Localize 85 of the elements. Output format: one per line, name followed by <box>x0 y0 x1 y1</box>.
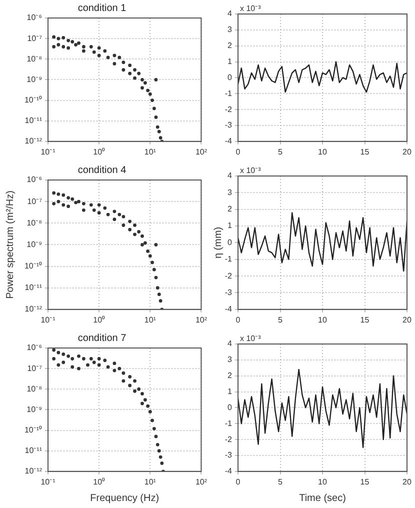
x-tick-label: 0 <box>236 315 241 324</box>
x-tick-label: 20 <box>402 477 412 486</box>
x-tick-label: 10¹ <box>144 477 156 486</box>
x-tick-label: 10⁰ <box>93 477 106 486</box>
x-tick-label: 10⁻¹ <box>40 147 56 156</box>
chart-title: condition 4 <box>78 164 127 176</box>
x-tick-label: 0 <box>236 477 241 486</box>
x-tick-label: 15 <box>360 315 370 324</box>
x-tick-label: 10⁰ <box>93 315 106 324</box>
y-tick-label: 4 <box>228 9 233 18</box>
x-tick-label: 20 <box>402 147 412 156</box>
x-tick-label: 15 <box>360 147 370 156</box>
x-tick-label: 10² <box>195 147 208 156</box>
y-tick-label: 1 <box>228 221 233 230</box>
y-tick-label: -4 <box>224 466 233 476</box>
x-tick-label: 10 <box>318 147 328 156</box>
y-tick-label: 2 <box>228 371 233 380</box>
y-tick-label: 0 <box>228 238 233 247</box>
y-axis-title: η (mm) <box>212 226 224 259</box>
y-tick-label: 2 <box>228 204 233 214</box>
y-tick-label: 10⁻⁷ <box>27 34 42 43</box>
y-tick-label: 2 <box>228 41 233 50</box>
y-tick-label: -1 <box>224 254 233 264</box>
y-tick-label: 1 <box>228 386 233 396</box>
y-tick-label: 10⁻⁸ <box>26 218 42 228</box>
y-tick-label: -1 <box>224 418 233 428</box>
y-tick-label: 10⁻¹¹ <box>24 116 42 126</box>
y-tick-label: 10⁻⁷ <box>27 364 42 373</box>
x-tick-label: 20 <box>402 315 412 324</box>
x-tick-label: 15 <box>360 477 370 486</box>
x-tick-label: 10² <box>195 315 208 324</box>
text: x 10⁻³ <box>240 166 262 176</box>
y-tick-label: 10⁻⁸ <box>26 54 42 64</box>
x-tick-label: 10⁻¹ <box>40 315 56 324</box>
y-tick-label: -3 <box>224 120 233 130</box>
x-axis-title: Frequency (Hz) <box>90 492 160 504</box>
y-tick-label: 0 <box>228 402 233 412</box>
y-tick-label: 10⁻¹⁰ <box>24 95 42 104</box>
y-tick-label: 10⁻¹¹ <box>24 446 42 456</box>
y-tick-label: 0 <box>228 72 233 82</box>
text: x 10⁻³ <box>240 4 262 14</box>
y-tick-label: 4 <box>228 339 233 348</box>
chart-title: condition 7 <box>78 332 127 344</box>
x-tick-label: 10 <box>318 477 328 486</box>
y-tick-label: 10⁻¹¹ <box>24 283 42 292</box>
y-tick-label: -3 <box>224 288 233 297</box>
y-tick-label: 10⁻¹² <box>24 304 42 314</box>
y-tick-label: -2 <box>224 104 233 114</box>
y-tick-label: -2 <box>224 271 233 280</box>
y-tick-label: 3 <box>228 355 233 364</box>
y-tick-label: 10⁻⁹ <box>26 74 42 84</box>
text: x 10⁻³ <box>240 334 262 344</box>
y-tick-label: -2 <box>224 434 233 444</box>
y-tick-label: 10⁻¹⁰ <box>24 261 42 270</box>
y-tick-label: 3 <box>228 25 233 34</box>
x-tick-label: 5 <box>278 147 284 156</box>
y-tick-label: -4 <box>224 304 233 314</box>
x-tick-label: 0 <box>236 147 241 156</box>
y-tick-label: -3 <box>224 450 233 460</box>
y-tick-label: 4 <box>228 171 233 180</box>
x-tick-label: 5 <box>278 477 284 486</box>
y-tick-label: 10⁻⁶ <box>26 343 42 352</box>
y-tick-label: 10⁻⁹ <box>26 240 42 249</box>
x-tick-label: 10 <box>318 315 328 324</box>
y-tick-label: 3 <box>228 188 233 197</box>
x-tick-label: 10⁻¹ <box>40 477 56 486</box>
x-tick-label: 10² <box>195 477 208 486</box>
y-axis-title: Power spectrum (m²/Hz) <box>4 190 16 299</box>
x-tick-label: 10¹ <box>144 315 156 324</box>
chart-title: condition 1 <box>78 2 127 14</box>
x-tick-label: 10⁰ <box>93 147 106 156</box>
x-axis-title: Time (sec) <box>299 492 346 504</box>
y-tick-label: 10⁻⁶ <box>26 13 42 22</box>
y-tick-label: 10⁻¹⁰ <box>24 425 42 434</box>
y-tick-label: 10⁻⁷ <box>27 196 42 206</box>
y-tick-label: 10⁻⁶ <box>26 175 42 184</box>
y-tick-label: -1 <box>224 88 233 98</box>
y-tick-label: 1 <box>228 56 233 66</box>
x-tick-label: 10¹ <box>144 147 156 156</box>
y-tick-label: 10⁻⁸ <box>26 384 42 394</box>
y-tick-label: 10⁻⁹ <box>26 404 42 414</box>
y-tick-label: 10⁻¹² <box>24 466 42 476</box>
y-tick-label: 10⁻¹² <box>24 136 42 146</box>
y-tick-label: -4 <box>224 136 233 146</box>
x-tick-label: 5 <box>278 315 284 324</box>
